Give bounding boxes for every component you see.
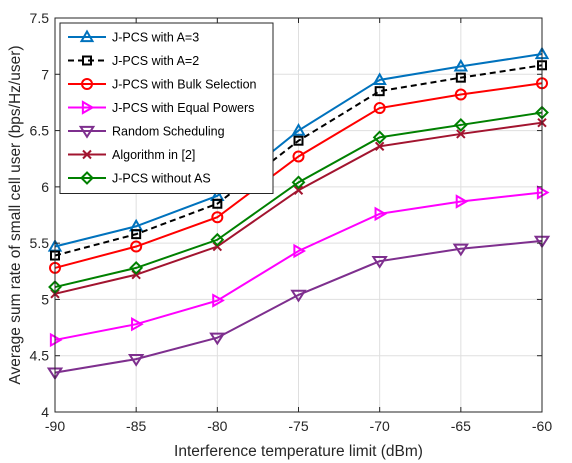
- series-4: [49, 185, 550, 348]
- series-2: [50, 60, 547, 261]
- data-point: [372, 72, 387, 86]
- x-tick-label: -75: [288, 418, 308, 434]
- y-tick-label: 5.5: [30, 235, 50, 251]
- data-point: [293, 243, 307, 259]
- y-tick-label: 6.5: [30, 123, 50, 139]
- x-tick-label: -65: [451, 418, 471, 434]
- data-point: [454, 88, 467, 101]
- y-tick-label: 4.5: [30, 348, 50, 364]
- data-point: [455, 194, 469, 209]
- data-point: [371, 256, 388, 269]
- series-3: [49, 77, 548, 274]
- legend-item: Algorithm in [2]: [68, 148, 195, 162]
- series-line: [54, 53, 543, 248]
- legend-item: Random Scheduling: [68, 125, 225, 139]
- data-point: [209, 332, 226, 346]
- y-axis-label: Average sum rate of small cell user (bps…: [7, 45, 24, 384]
- data-point: [212, 198, 223, 209]
- x-tick-label: -90: [45, 418, 65, 434]
- data-point: [456, 129, 466, 139]
- data-point: [291, 123, 306, 136]
- data-point: [374, 86, 385, 97]
- data-point: [536, 185, 550, 200]
- data-point: [290, 289, 307, 303]
- y-tick-label: 5: [41, 291, 49, 307]
- data-point: [291, 175, 306, 190]
- axis-ticks: -90 -85 -80 -75 -70 -65 -60 4 4.5 5 5.5 6 6.5 7 7.5: [30, 10, 553, 434]
- data-point: [211, 211, 224, 224]
- y-tick-label: 4: [41, 404, 49, 420]
- data-point: [131, 229, 142, 240]
- legend-marker: [81, 100, 95, 115]
- data-point: [293, 185, 304, 195]
- series-line: [54, 64, 543, 257]
- legend-label: Algorithm in [2]: [112, 148, 195, 162]
- y-tick-label: 7: [41, 66, 49, 82]
- legend-item: J-PCS with Bulk Selection: [68, 78, 257, 92]
- legend-label: J-PCS with Bulk Selection: [112, 78, 257, 92]
- data-point: [374, 206, 388, 222]
- legend-item: J-PCS without AS: [68, 171, 211, 186]
- series-line: [54, 111, 543, 289]
- data-point: [374, 141, 385, 152]
- data-point: [129, 260, 144, 275]
- data-point: [372, 130, 387, 145]
- legend-marker: [80, 171, 94, 185]
- legend-item: J-PCS with A=2: [68, 54, 199, 68]
- legend-label: J-PCS with A=2: [112, 54, 199, 68]
- legend: J-PCS with A=3 J-PCS with A=2 J-PCS with B…: [59, 22, 274, 194]
- legend-item: J-PCS with A=3: [68, 29, 199, 45]
- x-tick-label: -60: [532, 418, 552, 434]
- data-point: [453, 118, 468, 132]
- x-tick-label: -80: [207, 418, 227, 434]
- legend-item: J-PCS with Equal Powers: [68, 100, 254, 115]
- y-tick-label: 7.5: [30, 10, 50, 26]
- legend-marker: [78, 125, 96, 139]
- data-point: [452, 243, 469, 257]
- legend-marker: [79, 29, 95, 43]
- x-axis-label: Interference temperature limit (dBm): [174, 443, 423, 460]
- legend-marker: [82, 55, 92, 66]
- data-point: [210, 232, 225, 247]
- x-tick-label: -70: [370, 418, 390, 434]
- series-layer: [46, 46, 551, 381]
- data-point: [453, 58, 469, 72]
- legend-label: J-PCS with A=3: [112, 31, 199, 45]
- data-point: [130, 240, 143, 253]
- data-point: [373, 102, 386, 115]
- series-5: [46, 235, 551, 381]
- legend-marker: [81, 78, 93, 90]
- x-tick-label: -85: [126, 418, 146, 434]
- legend-label: J-PCS with Equal Powers: [112, 101, 254, 115]
- legend-label: J-PCS without AS: [112, 172, 211, 186]
- y-tick-label: 6: [41, 179, 49, 195]
- data-point: [131, 316, 144, 332]
- legend-marker: [82, 149, 92, 160]
- series-line: [54, 239, 543, 374]
- data-point: [128, 353, 145, 367]
- data-point: [49, 332, 63, 348]
- data-point: [292, 150, 305, 163]
- data-point: [212, 293, 225, 308]
- legend-label: Random Scheduling: [112, 125, 225, 139]
- series-line: [54, 82, 543, 269]
- data-point: [293, 135, 304, 146]
- series-line: [54, 191, 543, 341]
- data-point: [455, 72, 466, 83]
